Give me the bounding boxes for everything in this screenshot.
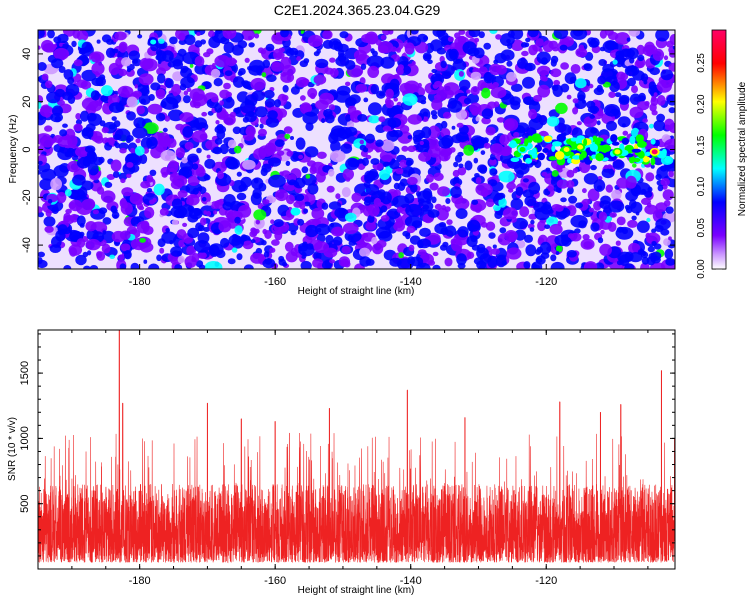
snr-frame	[37, 329, 676, 570]
spectral-peak-4	[651, 149, 658, 155]
colorbar-gradient	[711, 29, 727, 270]
spectrogram-y-ticks: -40 -20 0 20 40	[21, 48, 675, 253]
spectrogram-texture	[38, 30, 675, 269]
spectrogram-y-tick-label: -20	[21, 189, 33, 205]
spectrogram-x-tick-label: -120	[535, 276, 557, 288]
colorbar-label: Normalized spectral amplitude	[737, 81, 748, 216]
snr-panel: -180 -160 -140 -120 500 1000 1500 Height of s…	[7, 329, 676, 596]
spectrogram-y-tick-label: 40	[21, 48, 33, 60]
colorbar-tick-label: 0.10	[696, 176, 707, 196]
snr-x-tick-label: -180	[129, 575, 151, 587]
spectral-peak-6	[150, 39, 157, 45]
spectrogram-y-axis-label: Frequency (Hz)	[8, 115, 19, 184]
snr-x-axis-label: Height of straight line (km)	[298, 585, 415, 596]
snr-y-tick-label: 500	[19, 495, 31, 513]
spectrogram-plot-area	[37, 29, 676, 270]
spectrogram-x-axis-label: Height of straight line (km)	[298, 286, 415, 297]
colorbar-tick-label: 0.05	[696, 218, 707, 238]
spectrogram-y-tick-label: 20	[21, 96, 33, 108]
spectrogram-x-tick-label: -180	[129, 276, 151, 288]
spectrogram-x-tick-label: -160	[264, 276, 286, 288]
colorbar-tick-label: 0.25	[696, 53, 707, 73]
colorbar-tick-label: 0.00	[696, 259, 707, 279]
snr-y-tick-label: 1000	[19, 426, 31, 450]
snr-series-line	[38, 330, 675, 564]
spectrogram-panel: -180 -160 -140 -120 -40 -20 0 20 40 Height of s…	[8, 29, 676, 297]
colorbar: 0.00 0.05 0.10 0.15 0.20 0.25 Normalized spec…	[696, 29, 748, 279]
snr-x-tick-label: -120	[535, 575, 557, 587]
snr-y-ticks: 500 1000 1500	[19, 333, 675, 557]
spectral-peak-2	[577, 144, 584, 150]
spectral-peak-5	[292, 209, 299, 215]
snr-plot-area	[37, 329, 676, 570]
snr-y-tick-label: 1500	[19, 361, 31, 385]
spectral-peak-1	[563, 147, 570, 152]
snr-x-ticks: -180 -160 -140 -120	[37, 330, 649, 587]
snr-x-tick-label: -140	[400, 575, 422, 587]
spectrogram-y-tick-label: -40	[21, 237, 33, 253]
spectrogram-x-ticks: -180 -160 -140 -120	[129, 30, 557, 288]
spectrogram-y-tick-label: 0	[21, 146, 33, 152]
snr-x-tick-label: -160	[264, 575, 286, 587]
spectrogram-x-tick-label: -140	[400, 276, 422, 288]
colorbar-tick-label: 0.20	[696, 94, 707, 114]
spectral-peak-0	[519, 147, 526, 152]
spectral-peak-3	[614, 149, 621, 155]
chart-title: C2E1.2024.365.23.04.G29	[274, 2, 441, 18]
snr-y-axis-label: SNR (10 * v/v)	[7, 417, 18, 481]
colorbar-tick-label: 0.15	[696, 135, 707, 155]
